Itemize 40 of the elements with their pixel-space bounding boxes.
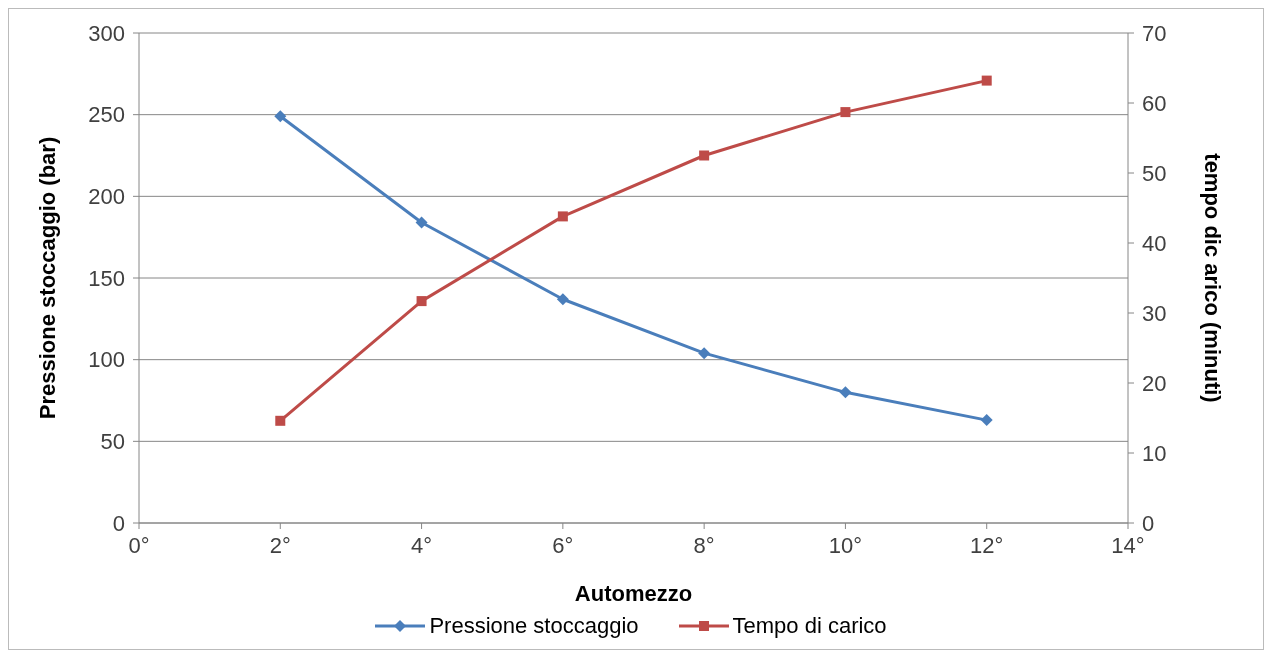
- x-tick-label: 2°: [269, 532, 291, 558]
- y2-tick-label: 30: [1142, 300, 1167, 326]
- y-tick-label: 200: [88, 184, 125, 210]
- point: [840, 107, 851, 118]
- point: [980, 414, 993, 427]
- x-tick-label: 12°: [970, 532, 1004, 558]
- y2-tick-label: 40: [1142, 230, 1167, 256]
- x-tick-label: 14°: [1111, 532, 1145, 558]
- y-tick-label: 0: [112, 510, 125, 536]
- point: [556, 293, 569, 306]
- y-tick-label: 250: [88, 102, 125, 128]
- point: [557, 211, 568, 222]
- y2-axis-title: tempo dic arico (minuti): [1200, 153, 1226, 403]
- y-axis-title: Pressione stoccaggio (bar): [34, 136, 60, 420]
- legend-label: Pressione stoccaggio: [429, 613, 639, 639]
- point: [274, 110, 287, 123]
- point: [415, 216, 428, 229]
- x-tick-label: 0°: [128, 532, 150, 558]
- y-tick-label: 150: [88, 265, 125, 291]
- y2-tick-label: 0: [1142, 510, 1155, 536]
- point: [698, 347, 711, 360]
- x-axis-title: Automezzo: [574, 581, 693, 606]
- y2-tick-label: 50: [1142, 160, 1167, 186]
- y2-tick-label: 10: [1142, 440, 1167, 466]
- y-tick-label: 50: [100, 429, 125, 455]
- x-tick-label: 8°: [693, 532, 715, 558]
- y2-tick-label: 60: [1142, 90, 1167, 116]
- point: [699, 150, 710, 161]
- y2-tick-label: 20: [1142, 370, 1167, 396]
- x-tick-label: 10°: [828, 532, 863, 558]
- y-tick-label: 300: [88, 20, 125, 46]
- y2-tick-label: 70: [1142, 20, 1167, 46]
- legend-label: Tempo di carico: [732, 613, 887, 639]
- x-tick-label: 6°: [552, 532, 574, 558]
- x-tick-label: 4°: [411, 532, 433, 558]
- point: [275, 415, 286, 426]
- point: [416, 296, 427, 307]
- point: [839, 386, 852, 399]
- point: [981, 75, 992, 86]
- y-tick-label: 100: [88, 347, 125, 373]
